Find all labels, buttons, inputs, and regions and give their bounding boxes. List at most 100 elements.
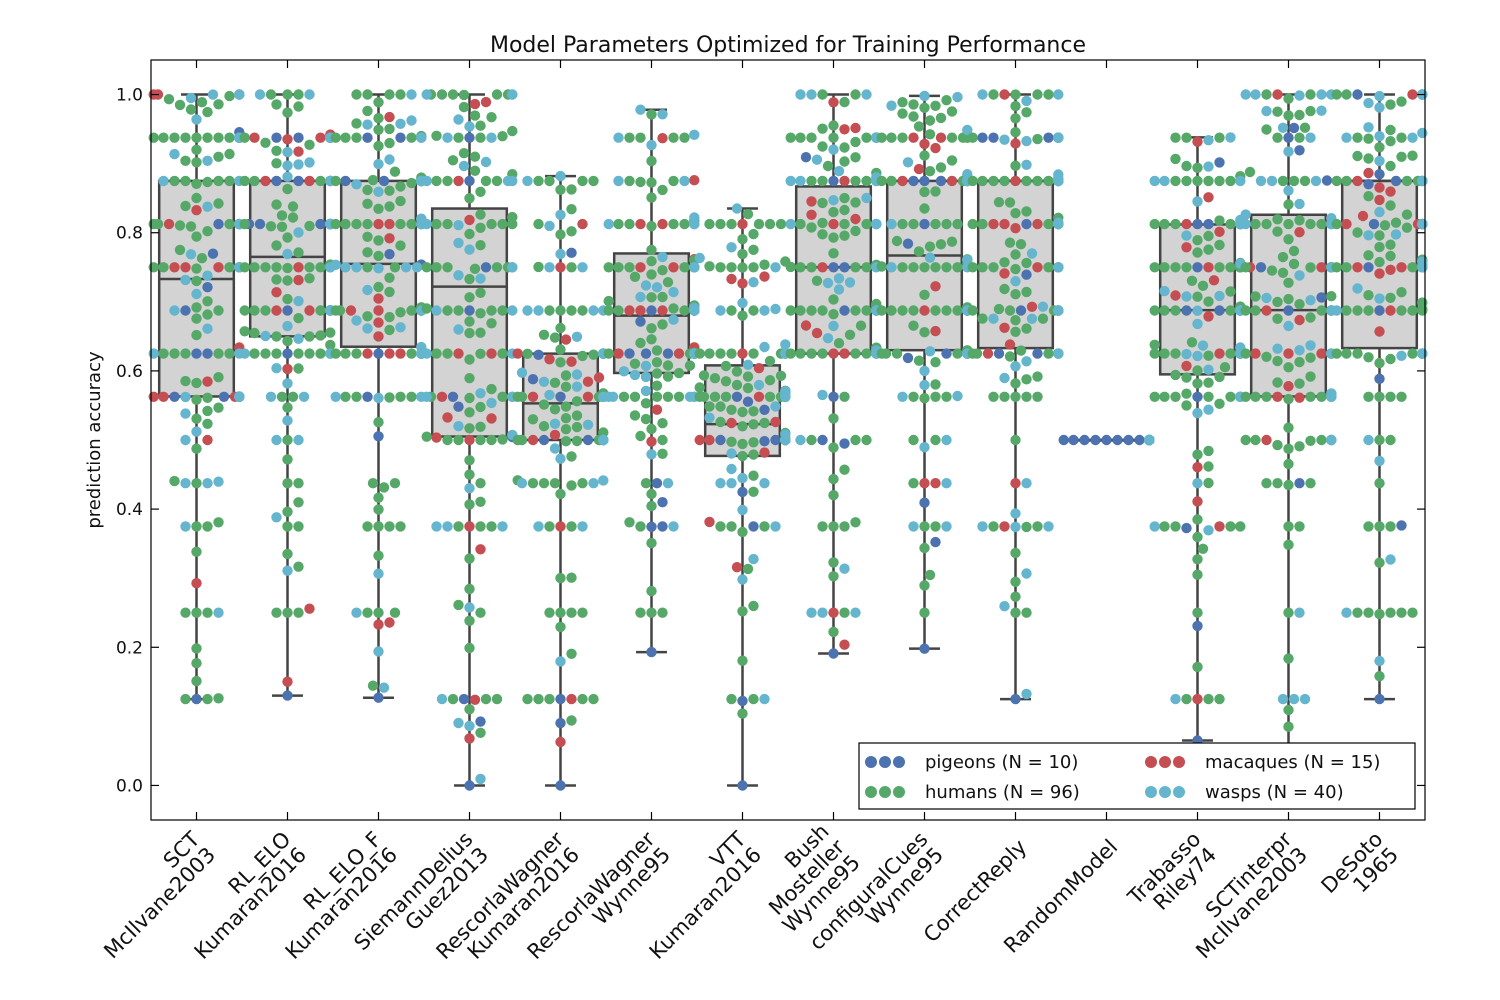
point-humans [1363, 521, 1373, 531]
point-macaques [315, 133, 325, 143]
point-pigeons [1134, 435, 1144, 445]
point-humans [1170, 392, 1180, 402]
point-macaques [180, 262, 190, 272]
point-humans [566, 573, 576, 583]
point-pigeons [1079, 435, 1089, 445]
point-humans [1203, 392, 1213, 402]
point-wasps [871, 219, 881, 229]
point-humans [1192, 163, 1202, 173]
legend-marker-pigeons [865, 756, 877, 768]
point-humans [522, 694, 532, 704]
point-humans [507, 126, 517, 136]
point-humans [930, 435, 940, 445]
point-humans [1010, 249, 1020, 259]
point-humans [1010, 378, 1020, 388]
point-humans [1407, 262, 1417, 272]
point-humans [613, 219, 623, 229]
point-humans [1385, 521, 1395, 531]
point-humans [577, 608, 587, 618]
point-humans [947, 237, 957, 247]
point-wasps [293, 334, 303, 344]
point-humans [1294, 521, 1304, 531]
point-humans [1305, 392, 1315, 402]
point-humans [475, 308, 485, 318]
point-humans [566, 451, 576, 461]
point-wasps [780, 389, 790, 399]
point-humans [1032, 392, 1042, 402]
point-pigeons [919, 644, 929, 654]
point-wasps [903, 157, 913, 167]
point-humans [572, 436, 582, 446]
point-humans [646, 538, 656, 548]
point-pigeons [1192, 621, 1202, 631]
point-humans [630, 272, 640, 282]
point-humans [1391, 218, 1401, 228]
point-humans [668, 176, 678, 186]
point-humans [384, 287, 394, 297]
point-humans [175, 245, 185, 255]
point-humans [191, 133, 201, 143]
point-pigeons [1322, 175, 1332, 185]
point-humans [646, 269, 656, 279]
point-wasps [1283, 185, 1293, 195]
point-macaques [930, 478, 940, 488]
point-humans [850, 348, 860, 358]
point-pigeons [1043, 133, 1053, 143]
point-wasps [668, 287, 678, 297]
point-pigeons [282, 348, 292, 358]
point-macaques [1363, 168, 1373, 178]
point-humans [224, 348, 234, 358]
point-pigeons [839, 438, 849, 448]
point-macaques [362, 348, 372, 358]
point-macaques [282, 134, 292, 144]
point-macaques [1272, 392, 1282, 402]
point-humans [952, 305, 962, 315]
point-pigeons [1294, 478, 1304, 488]
point-wasps [1021, 160, 1031, 170]
point-humans [373, 608, 383, 618]
point-humans [817, 229, 827, 239]
point-wasps [726, 242, 736, 252]
point-humans [572, 396, 582, 406]
point-humans [930, 305, 940, 315]
point-humans [646, 192, 656, 202]
point-wasps [689, 219, 699, 229]
point-macaques [1261, 305, 1271, 315]
point-wasps [759, 342, 769, 352]
point-humans [1225, 348, 1235, 358]
point-macaques [583, 377, 593, 387]
point-humans [828, 309, 838, 319]
point-humans [390, 262, 400, 272]
point-pigeons [657, 521, 667, 531]
point-humans [224, 149, 234, 159]
point-humans [828, 557, 838, 567]
point-humans [850, 435, 860, 445]
point-wasps [1150, 176, 1160, 186]
point-humans [737, 708, 747, 718]
point-humans [679, 305, 689, 315]
point-humans [941, 262, 951, 272]
point-humans [1283, 199, 1293, 209]
point-wasps [925, 346, 935, 356]
point-macaques [304, 305, 314, 315]
point-humans [539, 399, 549, 409]
point-wasps [1010, 276, 1020, 286]
point-macaques [293, 262, 303, 272]
point-humans [293, 497, 303, 507]
point-humans [373, 521, 383, 531]
point-humans [362, 608, 372, 618]
point-humans [373, 282, 383, 292]
point-wasps [331, 392, 341, 402]
point-wasps [1363, 230, 1373, 240]
point-humans [304, 331, 314, 341]
point-humans [1170, 154, 1180, 164]
point-wasps [786, 176, 796, 186]
point-humans [1385, 608, 1395, 618]
point-humans [1181, 133, 1191, 143]
point-humans [674, 368, 684, 378]
point-humans [795, 219, 805, 229]
point-humans [1305, 89, 1315, 99]
point-humans [169, 133, 179, 143]
point-pigeons [635, 316, 645, 326]
point-wasps [1374, 207, 1384, 217]
